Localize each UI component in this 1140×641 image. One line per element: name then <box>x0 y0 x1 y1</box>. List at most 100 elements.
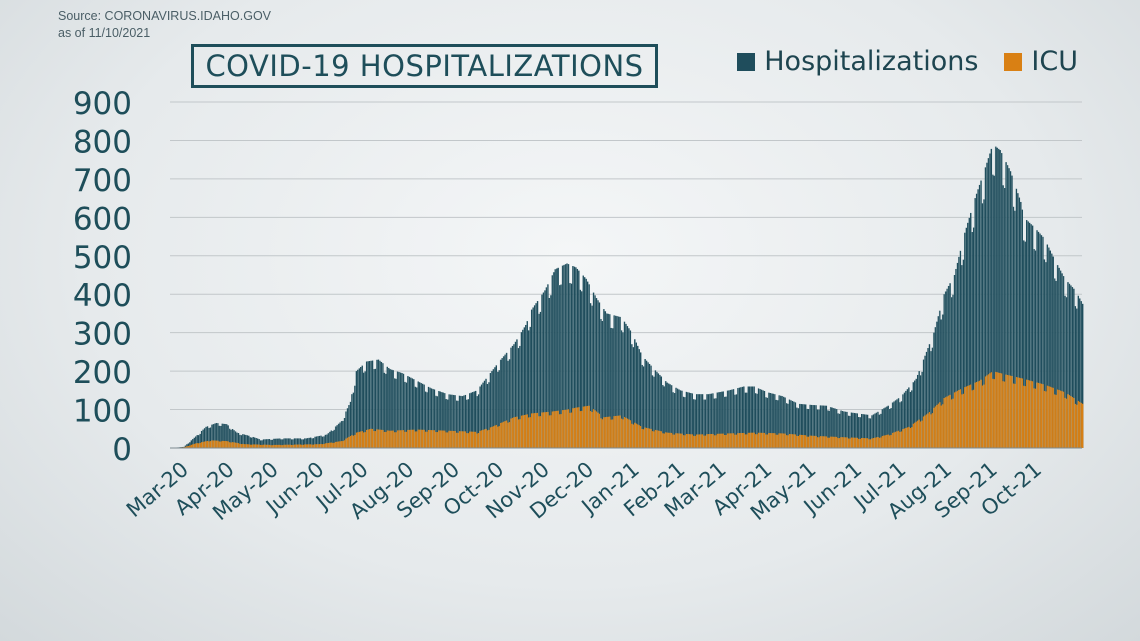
hospitalizations-bar <box>763 390 766 448</box>
icu-bar <box>840 437 842 448</box>
hospitalizations-bar <box>363 372 365 448</box>
icu-bar <box>729 433 732 448</box>
hospitalizations-bar <box>996 147 998 448</box>
hospitalizations-bar <box>992 174 994 448</box>
icu-bar <box>460 431 462 448</box>
icu-bar <box>741 432 744 448</box>
icu-bar <box>410 429 412 448</box>
icu-bar <box>448 430 450 448</box>
hospitalizations-bar <box>448 394 450 448</box>
hospitalizations-bar <box>782 396 785 448</box>
hospitalizations-bar <box>693 399 695 448</box>
hospitalizations-bar <box>253 437 256 448</box>
icu-bar <box>693 435 695 448</box>
hospitalizations-bar <box>225 424 228 448</box>
y-tick-label: 0 <box>112 432 132 468</box>
icu-bar <box>1034 388 1037 448</box>
icu-bar <box>726 433 729 448</box>
hospitalizations-bar <box>215 423 218 448</box>
hospitalizations-bar <box>388 367 390 448</box>
hospitalizations-bar <box>785 403 788 448</box>
hospitalizations-bar <box>233 430 235 448</box>
icu-bar <box>354 434 356 448</box>
hospitalizations-bar <box>875 412 878 448</box>
y-tick-label: 700 <box>73 163 132 199</box>
icu-bar <box>569 412 571 448</box>
icu-bar <box>317 444 319 448</box>
hospitalizations-bar <box>429 387 431 448</box>
icu-bar <box>850 437 853 448</box>
hospitalizations-bar <box>757 388 760 448</box>
hospitalizations-bar <box>451 394 453 448</box>
hospitalizations-bar <box>983 199 985 448</box>
hospitalizations-bar <box>221 423 223 448</box>
hospitalizations-bar <box>339 422 341 448</box>
chart-title-box: COVID-19 HOSPITALIZATIONS <box>191 44 658 88</box>
icu-bar <box>613 416 615 448</box>
hospitalizations-bar <box>1030 224 1032 448</box>
icu-bar <box>713 435 716 448</box>
icu-bar <box>262 444 265 448</box>
icu-bar <box>887 434 889 448</box>
icu-bar <box>504 421 506 448</box>
hospitalizations-bar <box>289 438 291 448</box>
hospitalizations-bar <box>858 417 860 448</box>
icu-bar <box>324 443 327 448</box>
hospitalizations-bar <box>1014 210 1016 448</box>
icu-bar <box>600 418 602 448</box>
icu-bar <box>280 445 282 448</box>
hospitalizations-bar <box>498 370 500 448</box>
icu-bar <box>202 441 204 448</box>
icu-bar <box>572 408 574 448</box>
hospitalizations-bar <box>1002 185 1004 449</box>
icu-bar <box>259 444 262 448</box>
hospitalizations-bar <box>914 380 916 448</box>
icu-bar <box>718 433 720 448</box>
icu-bar <box>542 412 545 448</box>
hospitalizations-bar <box>775 399 777 448</box>
icu-bar <box>466 433 468 448</box>
icu-bar <box>774 433 776 448</box>
icu-bar <box>315 444 318 448</box>
icu-bar <box>579 411 581 448</box>
hospitalizations-bar <box>502 356 505 448</box>
icu-bar <box>513 417 515 448</box>
hospitalizations-bar <box>489 373 492 448</box>
hospitalizations-bar <box>713 398 716 448</box>
icu-bar <box>716 433 719 448</box>
icu-bar <box>289 444 291 448</box>
hospitalizations-bar <box>444 393 446 448</box>
icu-bar <box>782 433 785 448</box>
hospitalizations-bar <box>582 275 584 448</box>
hospitalizations-bar <box>594 295 596 448</box>
icu-bar <box>866 438 869 448</box>
hospitalizations-bar <box>1064 295 1066 448</box>
icu-bar <box>514 416 517 448</box>
hospitalizations-bar <box>230 429 232 448</box>
icu-bar <box>586 405 589 448</box>
hospitalizations-bar <box>354 385 356 448</box>
legend-label-icu: ICU <box>1031 46 1078 77</box>
icu-bar <box>721 433 723 448</box>
icu-bar <box>349 436 352 448</box>
hospitalizations-bar <box>365 361 368 448</box>
icu-bar <box>799 434 801 448</box>
hospitalizations-bar <box>432 388 434 448</box>
hospitalizations-bar <box>613 315 615 448</box>
icu-bar <box>305 444 307 448</box>
icu-bar <box>427 429 430 448</box>
hospitalizations-bar <box>276 438 278 448</box>
icu-bar <box>1074 403 1077 448</box>
icu-bar <box>924 415 926 448</box>
hospitalizations-bar <box>1012 206 1015 448</box>
icu-bar <box>707 434 710 448</box>
hospitalizations-bar <box>905 390 907 448</box>
hospitalizations-bar <box>765 397 767 448</box>
hospitalizations-bar <box>774 394 776 448</box>
icu-bar <box>922 416 925 448</box>
icu-bar <box>208 441 210 448</box>
icu-bar <box>192 444 194 448</box>
icu-bar <box>592 409 595 448</box>
icu-bar <box>225 441 228 448</box>
